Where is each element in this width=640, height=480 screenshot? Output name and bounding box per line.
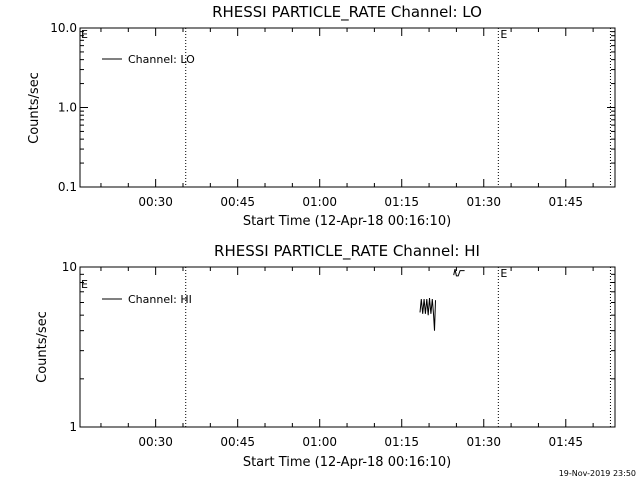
chart-panel-hi: RHESSI PARTICLE_RATE Channel: HI 00:30 00… — [35, 242, 616, 470]
y-axis-label: Counts/sec — [35, 311, 50, 383]
plot-frame — [79, 27, 616, 188]
series-line-segment — [453, 268, 465, 277]
x-tick-label: 01:30 — [466, 435, 501, 449]
plot-frame — [79, 266, 616, 428]
x-tick-label: 01:30 — [466, 195, 501, 209]
x-tick-label: 00:45 — [220, 195, 255, 209]
corner-label: E — [81, 28, 88, 41]
chart-panel-lo: RHESSI PARTICLE_RATE Channel: LO 00:30 00… — [27, 3, 616, 229]
x-tick-label: 00:30 — [138, 435, 173, 449]
x-tick-label: 01:45 — [548, 435, 583, 449]
series-line-segment — [419, 297, 436, 331]
legend-entry: Channel: LO — [128, 53, 195, 66]
x-tick-label: 00:45 — [220, 435, 255, 449]
x-tick-label: 01:00 — [302, 435, 337, 449]
y-tick-label: 1 — [69, 420, 77, 434]
chart-title: RHESSI PARTICLE_RATE Channel: LO — [212, 3, 482, 22]
x-tick-label: 01:45 — [548, 195, 583, 209]
y-tick-label: 0.1 — [58, 180, 77, 194]
time-marker-label: E — [500, 28, 507, 41]
chart-title: RHESSI PARTICLE_RATE Channel: HI — [214, 242, 480, 261]
x-axis-label: Start Time (12-Apr-18 00:16:10) — [243, 455, 451, 470]
x-tick-label: 00:30 — [138, 195, 173, 209]
footer-timestamp: 19-Nov-2019 23:50 — [559, 469, 636, 478]
x-tick-label: 01:15 — [384, 195, 419, 209]
x-tick-label: 01:15 — [384, 435, 419, 449]
y-tick-label: 1.0 — [58, 101, 77, 115]
corner-label: E — [81, 278, 88, 291]
legend-entry: Channel: HI — [128, 293, 192, 306]
y-axis-label: Counts/sec — [27, 72, 42, 144]
y-tick-label: 10.0 — [50, 21, 77, 35]
x-tick-label: 01:00 — [302, 195, 337, 209]
y-tick-label: 10 — [62, 260, 77, 274]
x-axis-label: Start Time (12-Apr-18 00:16:10) — [243, 214, 451, 229]
time-marker-label: E — [500, 267, 507, 280]
